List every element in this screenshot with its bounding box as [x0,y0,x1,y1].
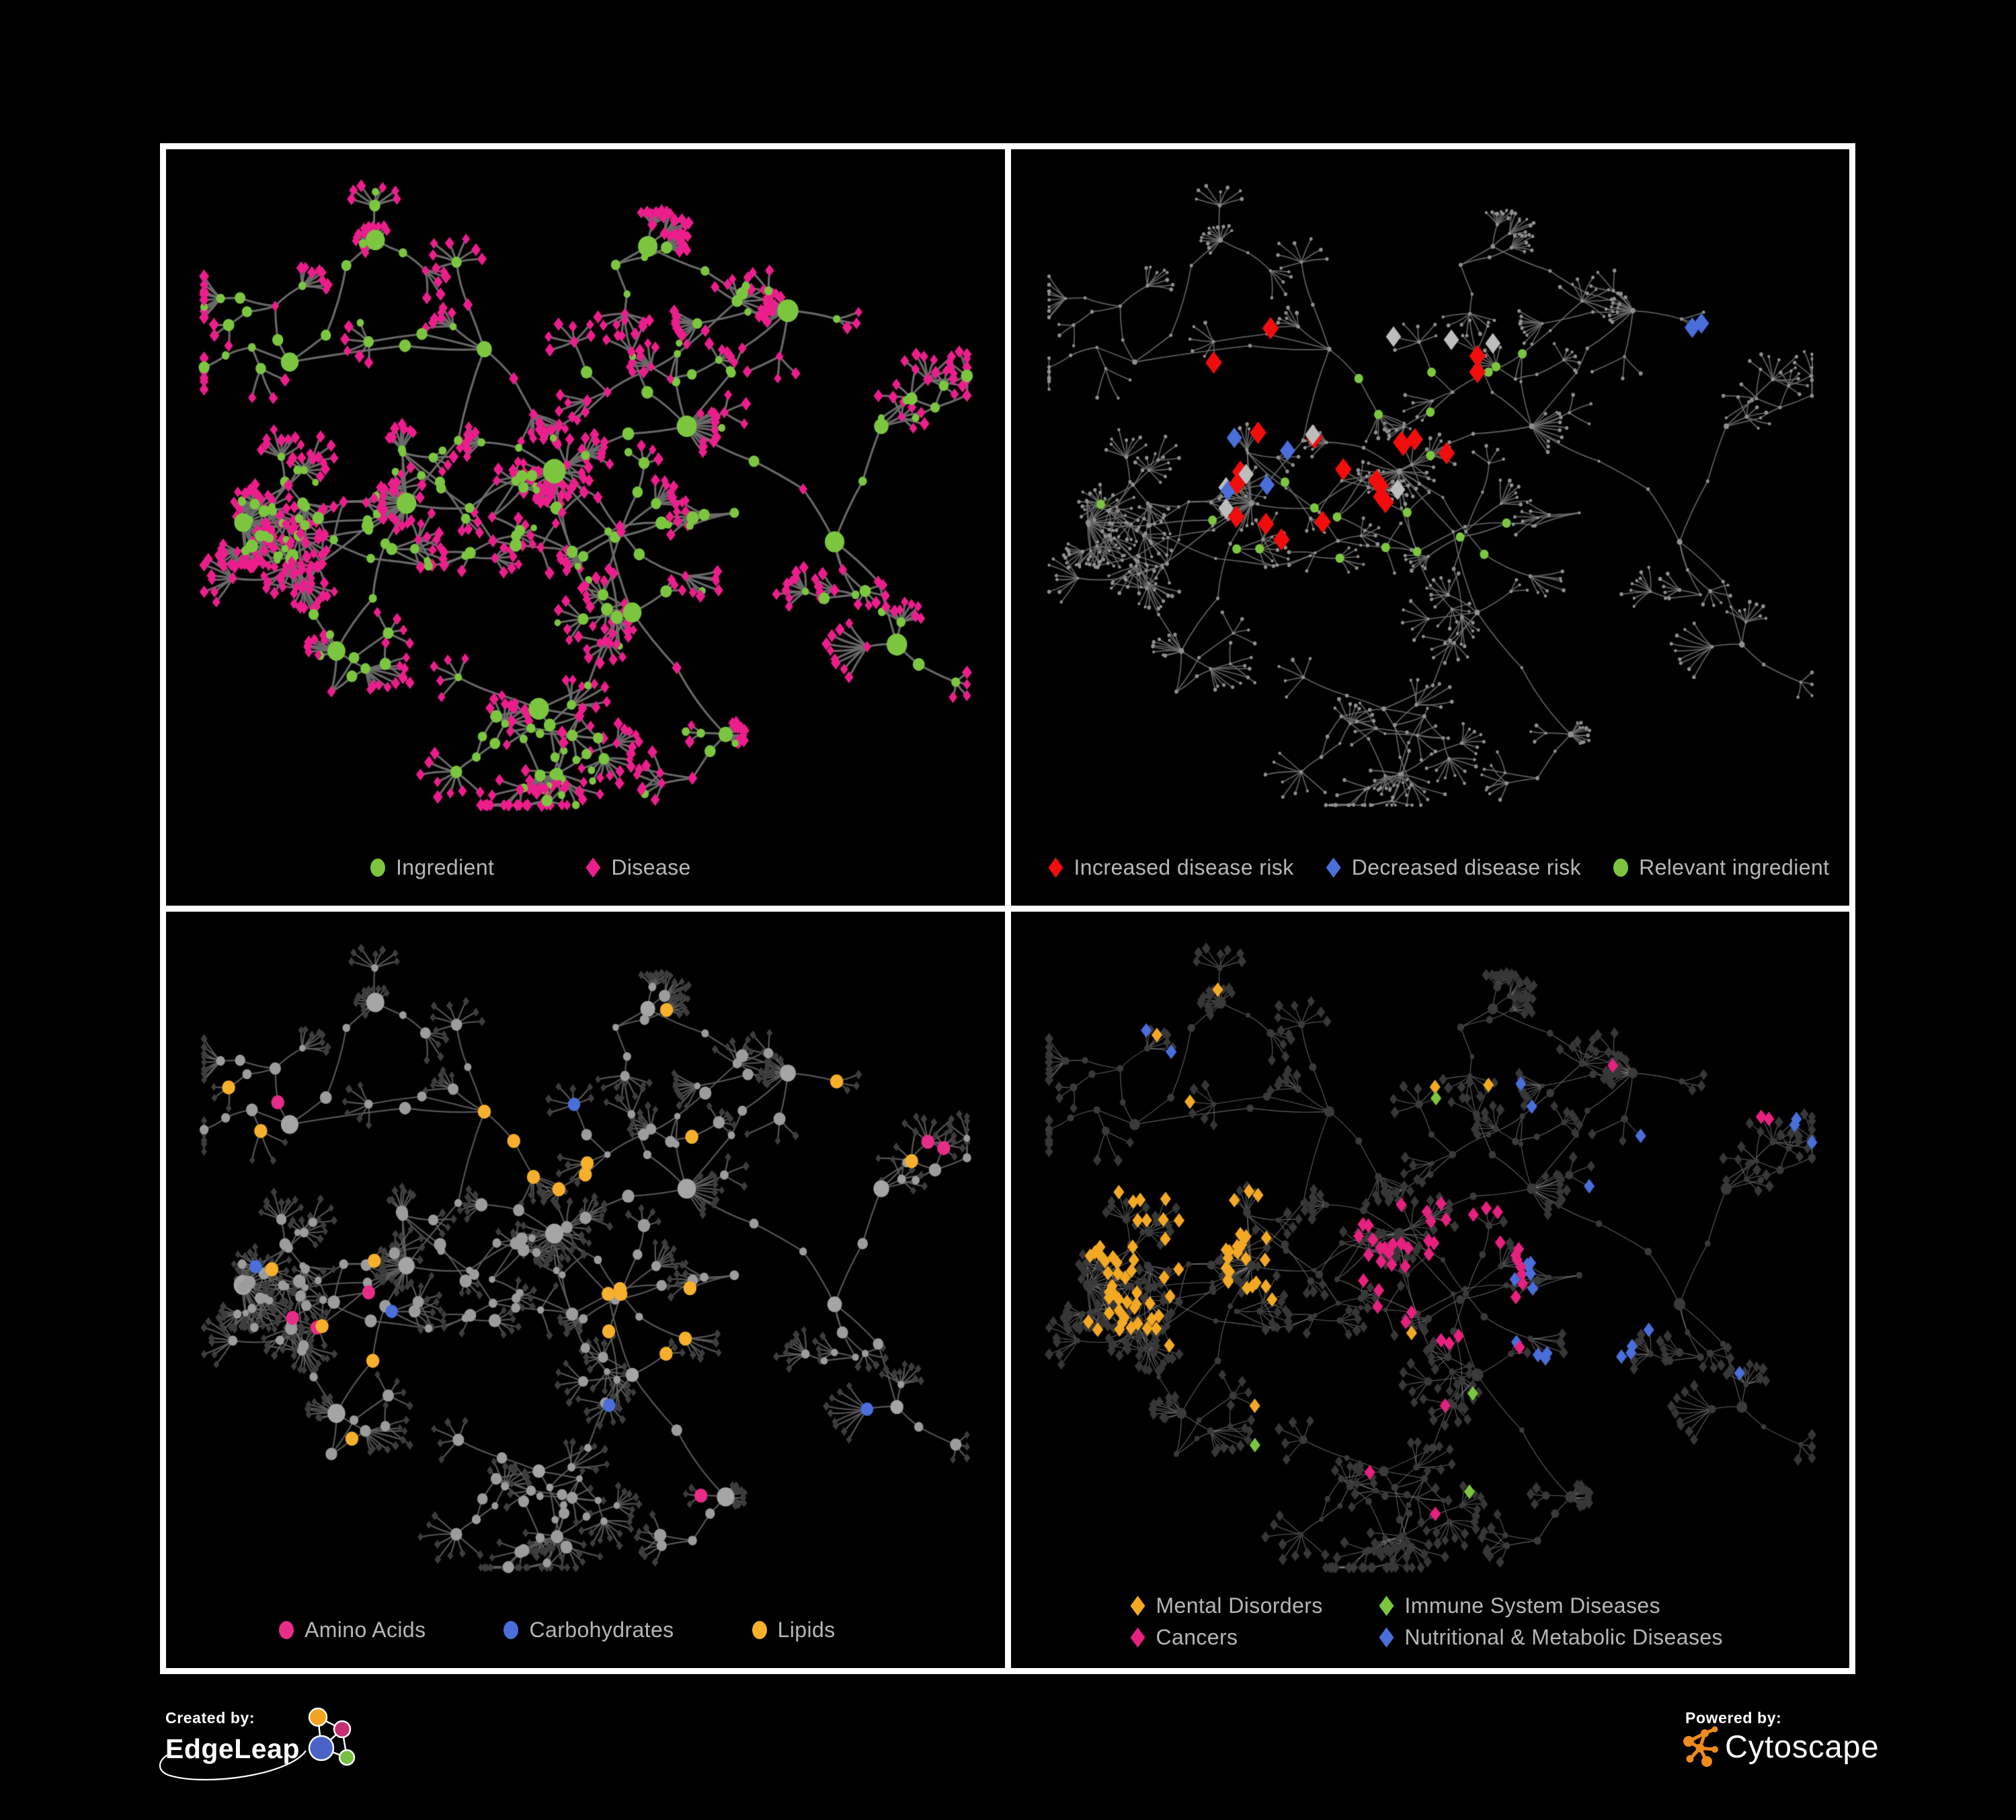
legend-item: Ingredient [370,855,494,880]
legend-row: Amino Acids Carbohydrates Lipids [166,1618,1005,1643]
legend-label: Relevant ingredient [1639,855,1830,879]
legend-label: Increased disease risk [1074,855,1294,879]
legend-label: Nutritional & Metabolic Diseases [1404,1625,1723,1649]
panel-disease-risk: Increased disease risk Decreased disease … [1010,149,1850,906]
legend-item: Relevant ingredient [1613,855,1829,880]
legend-marker-ellipse-icon [1613,859,1629,877]
cytoscape-logo-icon [1683,1726,1718,1767]
legend-item: Increased disease risk [1048,855,1294,880]
legend-label: Mental Disorders [1156,1593,1323,1618]
panel-nutrient-classes: Amino Acids Carbohydrates Lipids [166,912,1005,1668]
legend-label: Immune System Diseases [1404,1593,1660,1618]
legend-item: Disease [586,855,690,880]
powered-by-block: Powered by: [1685,1709,1781,1727]
legend-disease-classes: Mental Disorders Immune System Diseases Ca… [1011,1593,1850,1657]
legend-marker-diamond-icon [1048,857,1063,878]
legend-marker-ellipse-icon [752,1621,767,1639]
legend-item: Amino Acids [279,1618,426,1643]
cytoscape-brand-text: Cytoscape [1725,1729,1880,1764]
legend-marker-ellipse-icon [503,1621,519,1639]
legend-label: Amino Acids [305,1618,426,1642]
legend-marker-diamond-icon [1379,1627,1394,1648]
created-by-caption: Created by: [165,1709,255,1727]
powered-by-caption: Powered by: [1685,1709,1782,1727]
legend-marker-diamond-icon [586,857,601,878]
legend-marker-diamond-icon [1379,1595,1394,1616]
edgeleap-swoosh-line [159,1750,307,1781]
legend-marker-diamond-icon [1130,1595,1145,1616]
legend-nutrient-classes: Amino Acids Carbohydrates Lipids [166,1618,1005,1643]
legend-ingredient-disease: Ingredient Disease [166,855,1005,880]
legend-label: Decreased disease risk [1351,855,1582,879]
legend-item: Cancers [1130,1625,1379,1650]
legend-row: Mental Disorders Immune System Diseases [1011,1593,1850,1618]
legend-marker-diamond-icon [1326,857,1341,878]
legend-item: Immune System Diseases [1379,1593,1660,1618]
created-by-block: Created by: EdgeLeap [165,1709,300,1765]
legend-label: Disease [611,855,691,879]
figure-frame: Ingredient Disease Increased disease risk… [160,143,1855,1674]
edgeleap-logo-icon [308,1707,356,1766]
legend-item: Decreased disease risk [1326,855,1581,880]
legend-marker-ellipse-icon [279,1621,294,1639]
legend-item: Lipids [752,1618,836,1643]
network-graph-disease-classes [1010,912,1849,1668]
legend-marker-diamond-icon [1130,1627,1145,1648]
legend-row: Cancers Nutritional & Metabolic Diseases [1011,1625,1850,1650]
network-graph-disease-risk [1010,149,1849,906]
network-graph-nutrient-classes [166,912,1005,1668]
legend-label: Cancers [1156,1625,1238,1649]
edgeleap-brand-text: EdgeLeap [165,1733,300,1764]
legend-row: Ingredient Disease [166,855,1005,880]
network-graph-ingredient-disease [166,149,1005,906]
panel-disease-classes: Mental Disorders Immune System Diseases Ca… [1010,912,1850,1668]
legend-row: Increased disease risk Decreased disease … [1011,855,1850,880]
legend-marker-ellipse-icon [370,859,385,877]
legend-item: Carbohydrates [503,1618,674,1643]
legend-item: Mental Disorders [1130,1593,1379,1618]
legend-label: Lipids [777,1618,836,1642]
legend-label: Ingredient [396,855,495,879]
legend-item: Nutritional & Metabolic Diseases [1379,1625,1723,1650]
panel-ingredient-disease: Ingredient Disease [166,149,1005,906]
legend-label: Carbohydrates [529,1618,674,1642]
legend-disease-risk: Increased disease risk Decreased disease … [1011,855,1850,880]
